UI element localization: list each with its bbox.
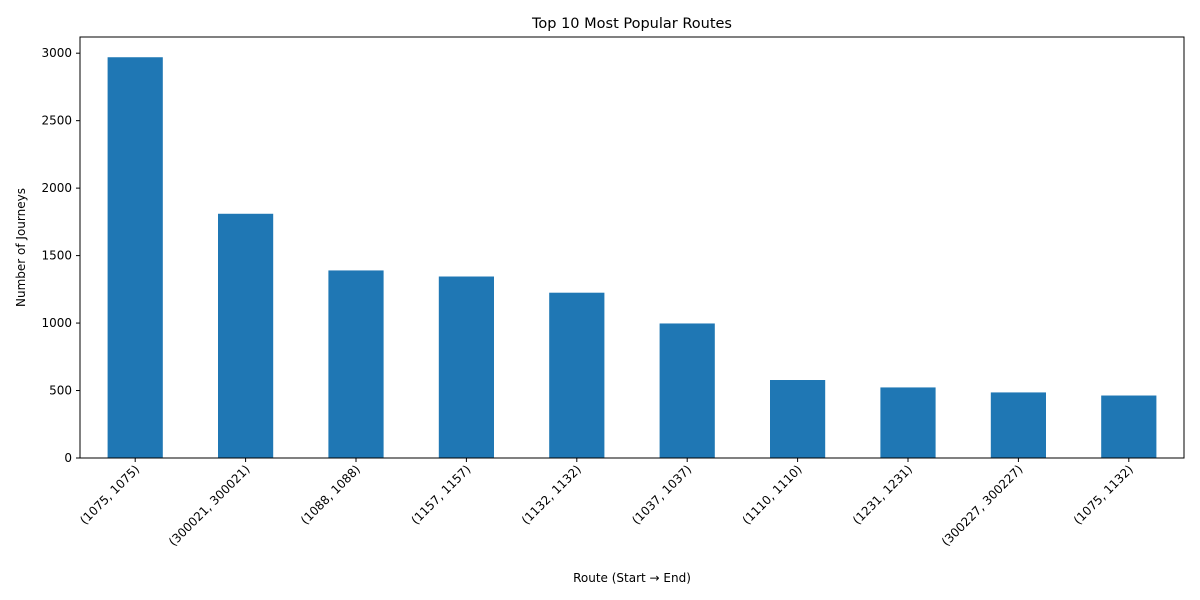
x-tick-label: (300021, 300021) — [166, 462, 253, 549]
x-axis: (1075, 1075) (300021, 300021) (1088, 1088)… — [77, 458, 1136, 549]
bar-6 — [659, 323, 715, 458]
bar-9 — [990, 392, 1046, 458]
y-tick-label: 0 — [64, 451, 72, 465]
bar-7 — [770, 380, 826, 458]
y-tick-label: 2000 — [41, 181, 72, 195]
y-tick-label: 3000 — [41, 46, 72, 60]
chart-title: Top 10 Most Popular Routes — [531, 16, 732, 32]
plot-frame — [79, 36, 1185, 459]
y-tick-label: 2500 — [41, 114, 72, 128]
bar-2 — [218, 213, 274, 458]
x-axis-title: Route (Start → End) — [573, 571, 691, 585]
x-tick-label: (1231, 1231) — [850, 462, 915, 527]
y-tick-label: 500 — [49, 384, 72, 398]
bar-1 — [107, 57, 163, 459]
y-axis-title: Number of Journeys — [14, 188, 28, 307]
bars-layer — [107, 57, 1157, 459]
y-tick-label: 1500 — [41, 249, 72, 263]
bar-5 — [549, 292, 605, 458]
x-tick-label: (1132, 1132) — [519, 462, 584, 527]
x-tick-label: (1110, 1110) — [740, 462, 805, 527]
y-axis: 0 500 1000 1500 2000 2500 3000 — [41, 46, 80, 465]
bar-8 — [880, 387, 936, 458]
x-tick-label: (1075, 1075) — [77, 462, 142, 527]
x-tick-label: (1157, 1157) — [408, 462, 473, 527]
x-tick-label: (1088, 1088) — [298, 462, 363, 527]
x-tick-label: (1037, 1037) — [629, 462, 694, 527]
bar-10 — [1101, 395, 1157, 458]
bar-4 — [438, 276, 494, 458]
bar-3 — [328, 270, 384, 458]
x-tick-label: (1075, 1132) — [1071, 462, 1136, 527]
x-tick-label: (300227, 300227) — [939, 462, 1026, 549]
y-tick-label: 1000 — [41, 316, 72, 330]
